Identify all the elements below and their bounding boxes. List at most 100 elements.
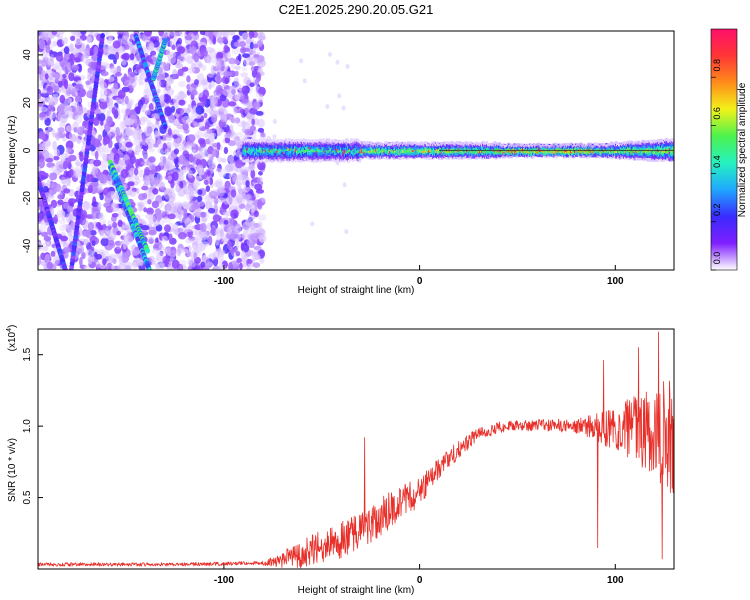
- noise-cell: [341, 105, 346, 111]
- band-cell: [312, 154, 316, 157]
- noise-cell: [241, 85, 249, 95]
- noise-cell: [53, 214, 58, 225]
- noise-cell: [46, 85, 54, 96]
- noise-cell: [272, 134, 277, 140]
- band-cell: [397, 141, 401, 145]
- band-cell: [302, 146, 305, 150]
- noise-cell: [78, 151, 84, 157]
- noise-cell: [111, 107, 116, 115]
- noise-cell: [134, 118, 140, 126]
- noise-cell: [42, 141, 50, 148]
- noise-cell: [232, 176, 239, 184]
- noise-cell: [248, 31, 253, 40]
- noise-cell: [124, 79, 132, 87]
- noise-cell: [228, 31, 236, 36]
- noise-cell: [247, 250, 256, 256]
- noise-cell: [135, 144, 142, 150]
- noise-cell: [38, 255, 42, 266]
- noise-cell: [52, 140, 57, 151]
- noise-cell: [197, 92, 203, 98]
- noise-cell: [198, 121, 203, 129]
- noise-cell: [216, 64, 222, 74]
- noise-cell: [235, 251, 241, 257]
- noise-cell: [172, 134, 178, 139]
- noise-cell: [70, 35, 76, 41]
- band-cell: [279, 160, 282, 163]
- noise-cell: [223, 44, 229, 54]
- noise-cell: [75, 95, 81, 103]
- band-cell: [308, 148, 312, 152]
- noise-cell: [105, 256, 114, 264]
- band-cell: [256, 160, 259, 163]
- noise-cell: [40, 252, 46, 261]
- noise-cell: [57, 194, 64, 200]
- noise-cell: [168, 233, 173, 243]
- noise-cell: [239, 262, 243, 270]
- noise-cell: [228, 57, 236, 65]
- noise-cell: [230, 248, 235, 255]
- noise-cell: [190, 46, 197, 55]
- band-cell: [250, 159, 253, 163]
- noise-cell: [99, 87, 108, 97]
- noise-cell: [145, 110, 151, 116]
- noise-cell: [115, 144, 120, 150]
- band-cell: [346, 138, 349, 141]
- noise-cell: [196, 130, 203, 139]
- noise-cell: [233, 107, 238, 115]
- noise-cell: [74, 57, 81, 63]
- noise-cell: [187, 170, 193, 179]
- noise-cell: [184, 34, 193, 41]
- band-cell: [261, 148, 265, 152]
- noise-cell: [195, 105, 204, 115]
- spectrogram-signal-band: [242, 138, 674, 163]
- band-cell: [246, 152, 249, 156]
- noise-cell: [186, 250, 192, 257]
- noise-cell: [223, 219, 229, 225]
- noise-cell: [231, 63, 236, 70]
- band-cell: [363, 145, 366, 149]
- noise-cell: [229, 124, 234, 135]
- noise-cell: [200, 241, 209, 248]
- noise-cell: [142, 176, 151, 183]
- noise-cell: [342, 182, 347, 188]
- noise-cell: [176, 124, 184, 130]
- noise-cell: [230, 189, 237, 198]
- noise-cell: [121, 35, 130, 46]
- noise-cell: [167, 54, 177, 64]
- noise-cell: [62, 160, 68, 170]
- noise-cell: [77, 63, 83, 73]
- noise-cell: [46, 261, 54, 270]
- noise-cell: [43, 52, 50, 59]
- noise-cell: [164, 106, 173, 117]
- noise-cell: [254, 183, 263, 191]
- noise-cell: [227, 226, 233, 235]
- band-cell: [393, 157, 396, 160]
- noise-cell: [212, 203, 219, 210]
- noise-cell: [167, 141, 175, 149]
- noise-cell: [196, 195, 203, 203]
- noise-cell: [201, 217, 208, 222]
- noise-cell: [91, 201, 99, 207]
- band-cell: [269, 158, 273, 161]
- noise-cell: [258, 93, 264, 103]
- noise-cell: [252, 102, 261, 110]
- band-cell: [287, 159, 290, 163]
- noise-cell: [65, 147, 72, 153]
- noise-cell: [64, 93, 71, 99]
- noise-cell: [62, 63, 70, 74]
- noise-cell: [166, 88, 175, 96]
- noise-cell: [129, 114, 137, 120]
- noise-cell: [148, 147, 155, 153]
- noise-cell: [74, 101, 79, 110]
- noise-cell: [38, 158, 45, 169]
- noise-cell: [134, 150, 140, 156]
- noise-cell: [135, 158, 140, 169]
- noise-cell: [153, 220, 160, 227]
- noise-cell: [142, 153, 148, 163]
- noise-cell: [132, 262, 137, 270]
- noise-cell: [222, 88, 231, 96]
- noise-cell: [176, 55, 186, 63]
- noise-cell: [141, 34, 147, 41]
- noise-cell: [59, 94, 66, 104]
